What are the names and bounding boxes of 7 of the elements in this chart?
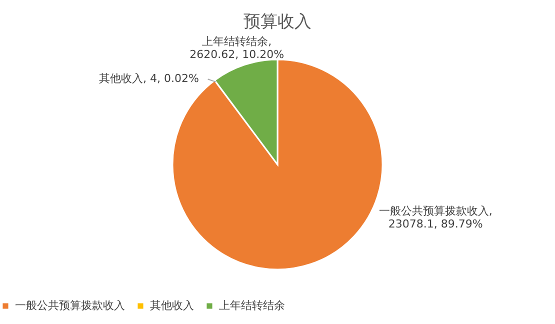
legend-label: 一般公共预算拨款收入 (15, 298, 125, 312)
data-label: 其他收入, 4, 0.02% (98, 72, 199, 86)
legend-label: 上年结转结余 (219, 298, 285, 312)
legend-label: 其他收入 (150, 298, 194, 312)
chart-title: 预算收入 (244, 12, 312, 32)
data-label: 上年结转结余, 2620.62, 10.20% (190, 35, 284, 62)
data-label: 一般公共预算拨款收入, 23078.1, 89.79% (378, 204, 492, 231)
